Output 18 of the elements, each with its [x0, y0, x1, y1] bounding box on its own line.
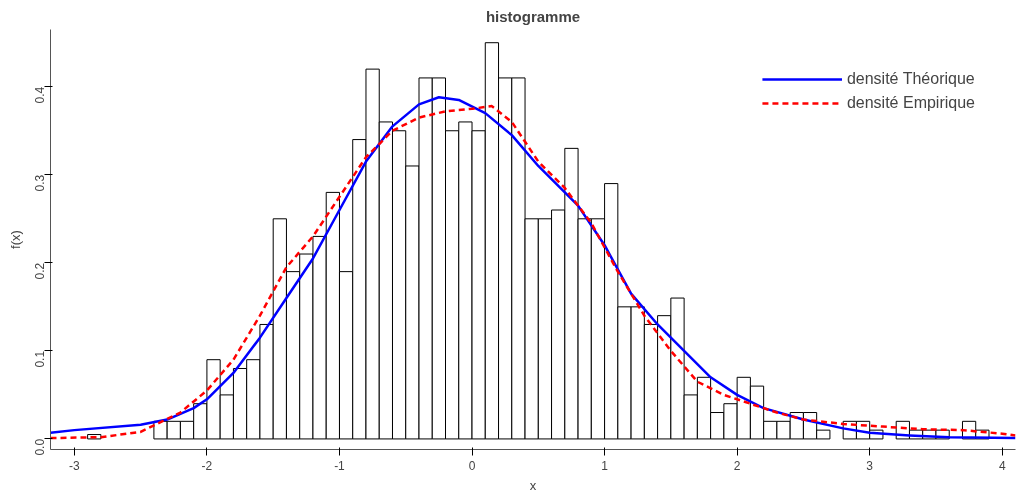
- x-tick-label: 3: [866, 458, 874, 473]
- x-tick-label: 2: [733, 458, 741, 473]
- y-axis-title: f(x): [7, 230, 23, 249]
- x-tick-label: 4: [998, 458, 1006, 473]
- x-axis-title: x: [529, 477, 537, 493]
- y-tick-label: 0.4: [33, 86, 47, 104]
- y-tick-label: 0.2: [33, 262, 47, 280]
- x-tick-label: 0: [468, 458, 476, 473]
- x-tick-label: -1: [334, 458, 346, 473]
- legend-label: densité Théorique: [846, 70, 975, 88]
- chart-title: histogramme: [485, 7, 581, 25]
- x-tick-label: -2: [201, 458, 213, 473]
- y-tick-label: 0.1: [33, 350, 47, 368]
- y-tick-label: 0.3: [33, 174, 47, 192]
- legend-label: densité Empirique: [846, 94, 975, 112]
- x-tick-label: 1: [601, 458, 609, 473]
- x-tick-label: -3: [69, 458, 81, 473]
- y-tick-label: 0.0: [33, 438, 47, 456]
